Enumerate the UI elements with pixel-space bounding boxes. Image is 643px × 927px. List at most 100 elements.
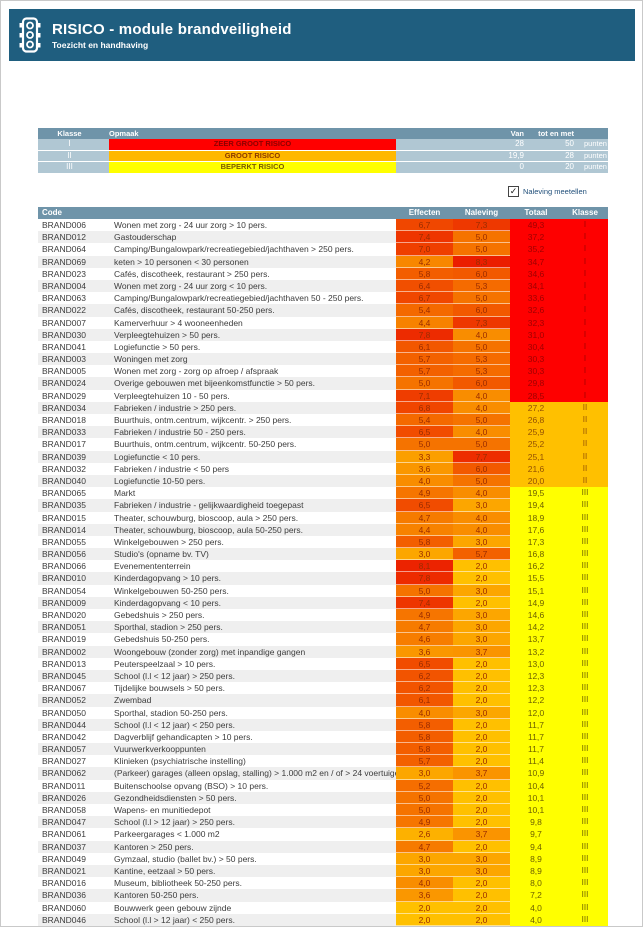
- description-cell: Wapens- en munitiedepot: [114, 805, 211, 815]
- code-cell: BRAND046: [38, 913, 109, 926]
- code-cell: BRAND023: [42, 268, 86, 279]
- description-cell: Gebedshuis > 250 pers.: [114, 610, 205, 620]
- table-row: BRAND027 Klinieken (psychiatrische instel…: [38, 755, 608, 768]
- code-cell: BRAND011: [42, 780, 86, 791]
- effecten-cell: 4,4: [396, 523, 453, 536]
- klasse-cell: III: [562, 804, 608, 817]
- column-header-effecten: Effecten: [408, 208, 441, 217]
- code-cell: BRAND022: [38, 304, 109, 317]
- totaal-cell: 21,6: [510, 462, 562, 475]
- klasse-cell: III: [562, 730, 608, 744]
- klasse-cell: III: [562, 694, 608, 707]
- effecten-cell: 4,7: [396, 511, 453, 524]
- code-cell: BRAND013: [42, 658, 86, 669]
- totaal-cell: 25,2: [510, 438, 562, 451]
- klasse-cell: III: [562, 755, 608, 768]
- totaal-cell: 25,9: [510, 426, 562, 439]
- totaal-cell: 11,4: [510, 755, 562, 768]
- naleving-cell: 2,0: [453, 901, 510, 914]
- description-cell: Kinderdagopvang > 10 pers.: [109, 572, 396, 585]
- legend-column-van: Van: [510, 129, 524, 138]
- klasse-cell: III: [562, 487, 608, 500]
- table-row: BRAND056 Studio's (opname bv. TV) 3,0 5,7 16…: [38, 548, 608, 561]
- naleving-cell: 3,0: [453, 706, 510, 719]
- naleving-cell: 4,0: [453, 426, 510, 439]
- totaal-cell: 14,2: [510, 621, 562, 634]
- description-cell: Vuurwerkverkooppunten: [109, 743, 396, 756]
- code-cell: BRAND035: [38, 499, 109, 512]
- naleving-cell: 2,0: [453, 730, 510, 744]
- klasse-cell: III: [562, 889, 608, 902]
- totaal-cell: 12,3: [510, 682, 562, 695]
- description-cell: Dagverblijf gehandicapten > 10 pers.: [114, 731, 253, 742]
- table-row: BRAND021 Kantine, eetzaal > 50 pers. 3,0 3,…: [38, 864, 608, 878]
- table-row: BRAND007 Kamerverhuur > 4 wooneenheden 4,4…: [38, 316, 608, 329]
- code-cell: BRAND009: [38, 596, 109, 609]
- code-cell: BRAND069: [38, 255, 109, 268]
- header-bar: RISICO - module brandveiligheid Toezicht…: [9, 9, 635, 61]
- risk-table: Code Effecten Naleving Totaal Klasse BRA…: [38, 207, 608, 926]
- effecten-cell: 4,9: [396, 487, 453, 500]
- klasse-cell: I: [562, 304, 608, 317]
- naleving-cell: 5,3: [453, 353, 510, 366]
- code-cell: BRAND050: [42, 707, 86, 718]
- table-row: BRAND069 keten > 10 personen < 30 persone…: [38, 255, 608, 268]
- description-cell: Kantoren 50-250 pers.: [109, 889, 396, 902]
- klasse-cell: III: [562, 609, 608, 622]
- naleving-cell: 2,0: [453, 657, 510, 670]
- klasse-cell: III: [562, 596, 608, 609]
- totaal-cell: 4,0: [510, 901, 562, 914]
- table-row: BRAND023 Cafés, discotheek, restaurant > …: [38, 267, 608, 280]
- totaal-cell: 9,4: [510, 840, 562, 853]
- legend-column-opmaak: Opmaak: [109, 129, 139, 138]
- table-row: BRAND034 Fabrieken / industrie > 250 pers…: [38, 401, 608, 414]
- effecten-cell: 8,1: [396, 560, 453, 573]
- effecten-cell: 7,0: [396, 243, 453, 256]
- legend-van-value: 0: [519, 162, 524, 171]
- description-cell: Buitenschoolse opvang (BSO) > 10 pers.: [114, 780, 269, 791]
- totaal-cell: 11,7: [510, 718, 562, 731]
- naleving-toggle[interactable]: ✓ Naleving meetellen: [508, 186, 587, 197]
- totaal-cell: 9,7: [510, 828, 562, 841]
- effecten-cell: 6,1: [396, 694, 453, 707]
- klasse-cell: III: [562, 535, 608, 549]
- table-row: BRAND065 Markt 4,9 4,0 19,5 III: [38, 487, 608, 500]
- code-cell: BRAND049: [42, 853, 86, 864]
- legend-unit-label: punten: [584, 162, 607, 171]
- column-header-code: Code: [42, 208, 62, 217]
- naleving-cell: 6,0: [453, 462, 510, 475]
- traffic-light-icon: [19, 17, 41, 53]
- code-cell: BRAND057: [38, 743, 109, 756]
- page-title: RISICO - module brandveiligheid: [52, 20, 292, 38]
- naleving-cell: 3,0: [453, 633, 510, 646]
- totaal-cell: 8,9: [510, 852, 562, 865]
- naleving-cell: 3,0: [453, 609, 510, 622]
- naleving-cell: 2,0: [453, 816, 510, 829]
- code-cell: BRAND003: [38, 353, 109, 366]
- table-row: BRAND002 Woongebouw (zonder zorg) met inp…: [38, 645, 608, 658]
- table-row: BRAND015 Theater, schouwburg, bioscoop, a…: [38, 511, 608, 524]
- naleving-cell: 5,3: [453, 365, 510, 378]
- totaal-cell: 26,8: [510, 414, 562, 427]
- naleving-cell: 2,0: [453, 840, 510, 853]
- table-row: BRAND042 Dagverblijf gehandicapten > 10 p…: [38, 730, 608, 744]
- klasse-cell: I: [562, 231, 608, 244]
- code-cell: BRAND005: [42, 366, 86, 377]
- klasse-cell: II: [562, 474, 608, 488]
- naleving-cell: 5,0: [453, 231, 510, 244]
- klasse-cell: II: [562, 426, 608, 439]
- column-header-totaal: Totaal: [524, 208, 548, 217]
- totaal-cell: 27,2: [510, 401, 562, 414]
- table-row: BRAND010 Kinderdagopvang > 10 pers. 7,8 2,0…: [38, 572, 608, 585]
- klasse-cell: III: [562, 645, 608, 658]
- table-row: BRAND016 Museum, bibliotheek 50-250 pers.…: [38, 877, 608, 890]
- naleving-checkbox[interactable]: ✓: [508, 186, 519, 197]
- naleving-cell: 2,0: [453, 791, 510, 804]
- klasse-cell: III: [562, 767, 608, 780]
- klasse-cell: III: [562, 743, 608, 756]
- legend-unit-label: punten: [584, 150, 607, 160]
- totaal-cell: 32,6: [510, 304, 562, 317]
- totaal-cell: 13,7: [510, 633, 562, 646]
- naleving-cell: 5,7: [453, 548, 510, 561]
